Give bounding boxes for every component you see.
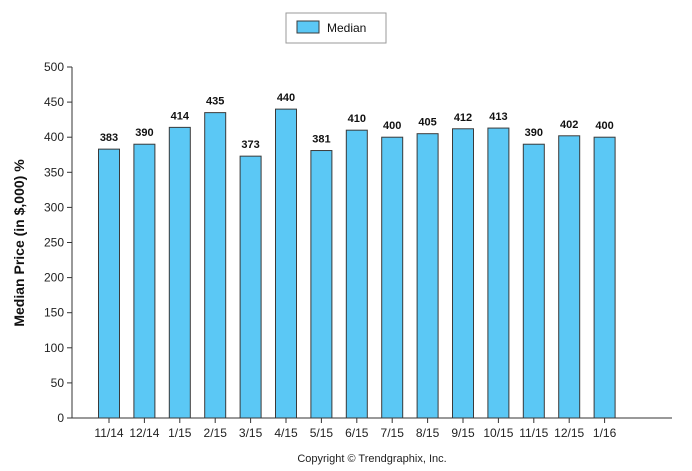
data-label: 390 (135, 127, 153, 139)
x-tick-label: 3/15 (239, 426, 263, 440)
x-tick-label: 10/15 (483, 426, 513, 440)
data-label: 414 (171, 110, 190, 122)
data-label: 381 (312, 134, 330, 146)
data-label: 440 (277, 92, 295, 104)
data-label: 435 (206, 96, 224, 108)
data-label: 405 (418, 117, 436, 129)
x-tick-label: 1/15 (168, 426, 192, 440)
bar-5-15 (310, 150, 333, 419)
x-tick-label: 6/15 (345, 426, 369, 440)
data-label: 390 (525, 127, 543, 139)
y-tick-label: 450 (44, 95, 64, 109)
bar-12-14 (133, 143, 156, 419)
x-tick-label: 11/15 (519, 426, 548, 440)
x-tick-label: 4/15 (274, 426, 298, 440)
y-tick-label: 0 (57, 411, 64, 425)
bar-2-15 (204, 112, 227, 419)
y-tick-label: 50 (51, 376, 65, 390)
y-tick-label: 400 (44, 130, 64, 144)
data-label: 373 (241, 139, 259, 151)
y-tick-label: 300 (44, 200, 64, 214)
x-tick-label: 8/15 (416, 426, 440, 440)
data-label: 410 (348, 113, 366, 125)
y-tick-label: 250 (44, 236, 64, 250)
x-tick-label: 5/15 (310, 426, 334, 440)
data-label: 402 (560, 119, 578, 131)
y-axis-title: Median Price (in $,000) % (11, 159, 27, 327)
copyright-footer: Copyright © Trendgraphix, Inc. (297, 453, 446, 465)
x-tick-label: 7/15 (381, 426, 405, 440)
bar-6-15 (345, 129, 368, 419)
legend: Median (285, 12, 387, 44)
bar-11-14 (98, 148, 120, 419)
x-tick-label: 11/14 (94, 426, 123, 440)
data-label: 400 (595, 120, 613, 132)
bar-12-15 (558, 135, 581, 419)
x-tick-label: 9/15 (451, 426, 475, 440)
bar-10-15 (487, 127, 510, 419)
bar-8-15 (416, 133, 439, 419)
x-tick-label: 2/15 (204, 426, 228, 440)
bar-11-15 (522, 143, 545, 419)
y-tick-label: 500 (44, 60, 64, 74)
legend-label-median: Median (327, 21, 366, 35)
bar-7-15 (381, 136, 404, 419)
data-label: 383 (100, 132, 118, 144)
x-tick-label: 1/16 (593, 426, 617, 440)
bars: 383 390 414 435 373 440 381 410 400 405 412 413 390 4… (98, 92, 616, 419)
data-label: 413 (489, 111, 507, 123)
data-label: 400 (383, 120, 401, 132)
y-tick-label: 350 (44, 165, 64, 179)
bar-1-15 (168, 126, 191, 419)
y-tick-label: 100 (44, 341, 64, 355)
bar-9-15 (452, 128, 474, 419)
data-label: 412 (454, 112, 472, 124)
x-tick-label: 12/15 (554, 426, 584, 440)
y-tick-label: 200 (44, 271, 64, 285)
bar-1-16 (593, 136, 616, 419)
bar-4-15 (275, 108, 297, 419)
legend-swatch-median (296, 20, 320, 34)
y-tick-label: 150 (44, 306, 64, 320)
x-tick-label: 12/14 (129, 426, 159, 440)
bar-3-15 (239, 155, 262, 419)
